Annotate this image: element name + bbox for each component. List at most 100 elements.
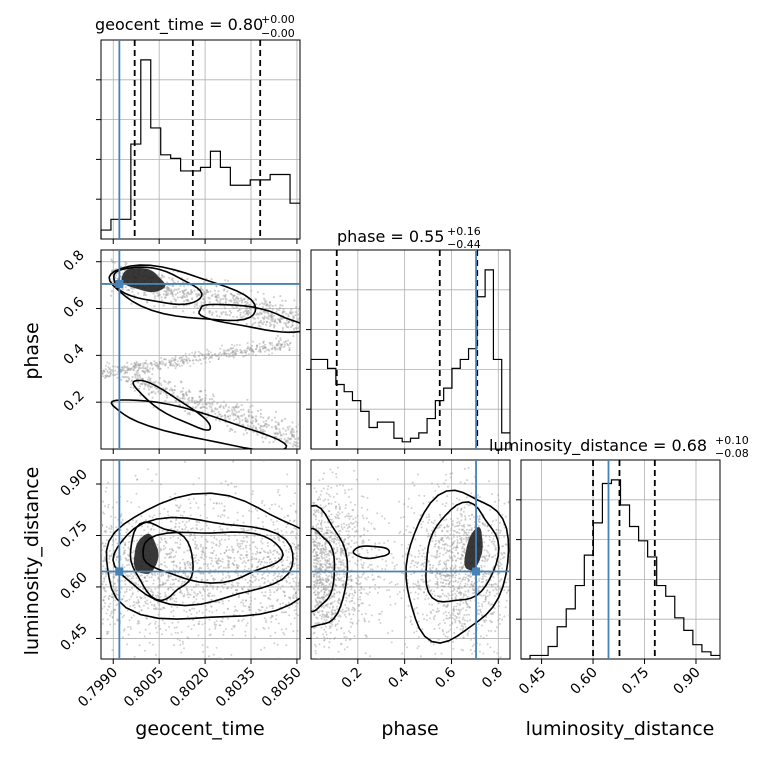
sample-point bbox=[329, 566, 332, 568]
sample-point bbox=[275, 343, 278, 346]
sample-point bbox=[265, 304, 268, 307]
sample-point bbox=[261, 542, 264, 545]
sample-point bbox=[314, 645, 317, 648]
sample-point bbox=[183, 289, 186, 292]
sample-point bbox=[280, 437, 283, 440]
sample-point bbox=[334, 636, 337, 639]
sample-point bbox=[198, 567, 201, 570]
sample-point bbox=[325, 615, 327, 618]
sample-point bbox=[322, 548, 325, 551]
sample-point bbox=[458, 587, 461, 590]
sample-point bbox=[139, 382, 142, 385]
sample-point bbox=[218, 406, 221, 409]
sample-point bbox=[221, 579, 224, 582]
sample-point bbox=[106, 618, 109, 621]
sample-point bbox=[205, 540, 208, 543]
sample-point bbox=[462, 525, 465, 528]
sample-point bbox=[135, 596, 138, 599]
sample-point bbox=[342, 562, 345, 565]
sample-point bbox=[199, 359, 202, 362]
sample-point bbox=[183, 289, 186, 292]
sample-point bbox=[323, 614, 326, 617]
sample-point bbox=[127, 367, 130, 370]
sample-point bbox=[152, 643, 155, 646]
sample-point bbox=[172, 578, 175, 581]
sample-point bbox=[212, 579, 215, 582]
sample-point bbox=[159, 367, 162, 370]
sample-point bbox=[452, 536, 455, 538]
sample-point bbox=[281, 299, 284, 302]
sample-point bbox=[223, 352, 226, 355]
sample-point bbox=[244, 429, 247, 432]
sample-point bbox=[273, 565, 275, 567]
sample-point bbox=[204, 357, 207, 360]
sample-point bbox=[235, 295, 238, 299]
sample-point bbox=[274, 420, 277, 423]
sample-point bbox=[180, 631, 183, 634]
sample-point bbox=[398, 591, 401, 593]
sample-point bbox=[278, 572, 281, 575]
sample-point bbox=[176, 360, 179, 363]
sample-point bbox=[174, 367, 177, 370]
sample-point bbox=[370, 614, 373, 617]
sample-point bbox=[237, 565, 240, 567]
sample-point bbox=[174, 355, 177, 358]
sample-point bbox=[223, 354, 226, 357]
sample-point bbox=[127, 367, 130, 370]
sample-point bbox=[204, 562, 207, 565]
sample-point bbox=[260, 648, 263, 651]
sample-point bbox=[205, 403, 208, 406]
sample-point bbox=[340, 610, 343, 613]
sample-point bbox=[183, 360, 186, 363]
sample-point bbox=[139, 394, 142, 397]
sample-point bbox=[249, 547, 252, 550]
sample-point bbox=[367, 576, 370, 579]
sample-point bbox=[268, 301, 271, 304]
contour-line bbox=[112, 516, 294, 607]
sample-point bbox=[294, 546, 297, 549]
sample-point bbox=[336, 536, 339, 539]
sample-point bbox=[203, 300, 206, 303]
sample-point bbox=[200, 288, 203, 291]
sample-point bbox=[327, 589, 330, 592]
sample-point bbox=[156, 543, 159, 546]
sample-point bbox=[138, 364, 141, 367]
sample-point bbox=[341, 548, 344, 551]
sample-point bbox=[316, 559, 319, 562]
sample-point bbox=[188, 562, 191, 565]
sample-point bbox=[313, 583, 316, 586]
sample-point bbox=[165, 629, 167, 632]
sample-point bbox=[148, 384, 151, 387]
sample-point bbox=[287, 339, 289, 342]
sample-point bbox=[321, 582, 324, 585]
sample-point bbox=[145, 369, 148, 372]
sample-point bbox=[287, 326, 290, 329]
sample-point bbox=[188, 359, 191, 362]
sample-point bbox=[319, 537, 322, 540]
sample-point bbox=[325, 619, 328, 621]
sample-point bbox=[292, 594, 295, 597]
sample-point bbox=[322, 633, 324, 636]
sample-point bbox=[130, 367, 132, 370]
sample-point bbox=[277, 657, 280, 659]
sample-point bbox=[278, 339, 281, 342]
sample-point bbox=[231, 592, 234, 595]
sample-point bbox=[224, 566, 227, 569]
sample-point bbox=[230, 653, 233, 656]
sample-point bbox=[268, 441, 271, 444]
sample-point bbox=[206, 353, 209, 356]
sample-point bbox=[204, 394, 208, 397]
sample-point bbox=[284, 299, 287, 302]
sample-point bbox=[278, 557, 280, 560]
sample-point bbox=[252, 424, 255, 427]
sample-point bbox=[120, 265, 123, 268]
sample-point bbox=[313, 566, 316, 569]
sample-point bbox=[197, 559, 200, 562]
sample-point bbox=[146, 468, 149, 471]
sample-point bbox=[145, 362, 148, 365]
sample-point bbox=[358, 589, 361, 592]
sample-point bbox=[182, 295, 185, 298]
sample-point bbox=[191, 359, 194, 362]
sample-point bbox=[116, 618, 119, 621]
sample-point bbox=[274, 560, 277, 562]
